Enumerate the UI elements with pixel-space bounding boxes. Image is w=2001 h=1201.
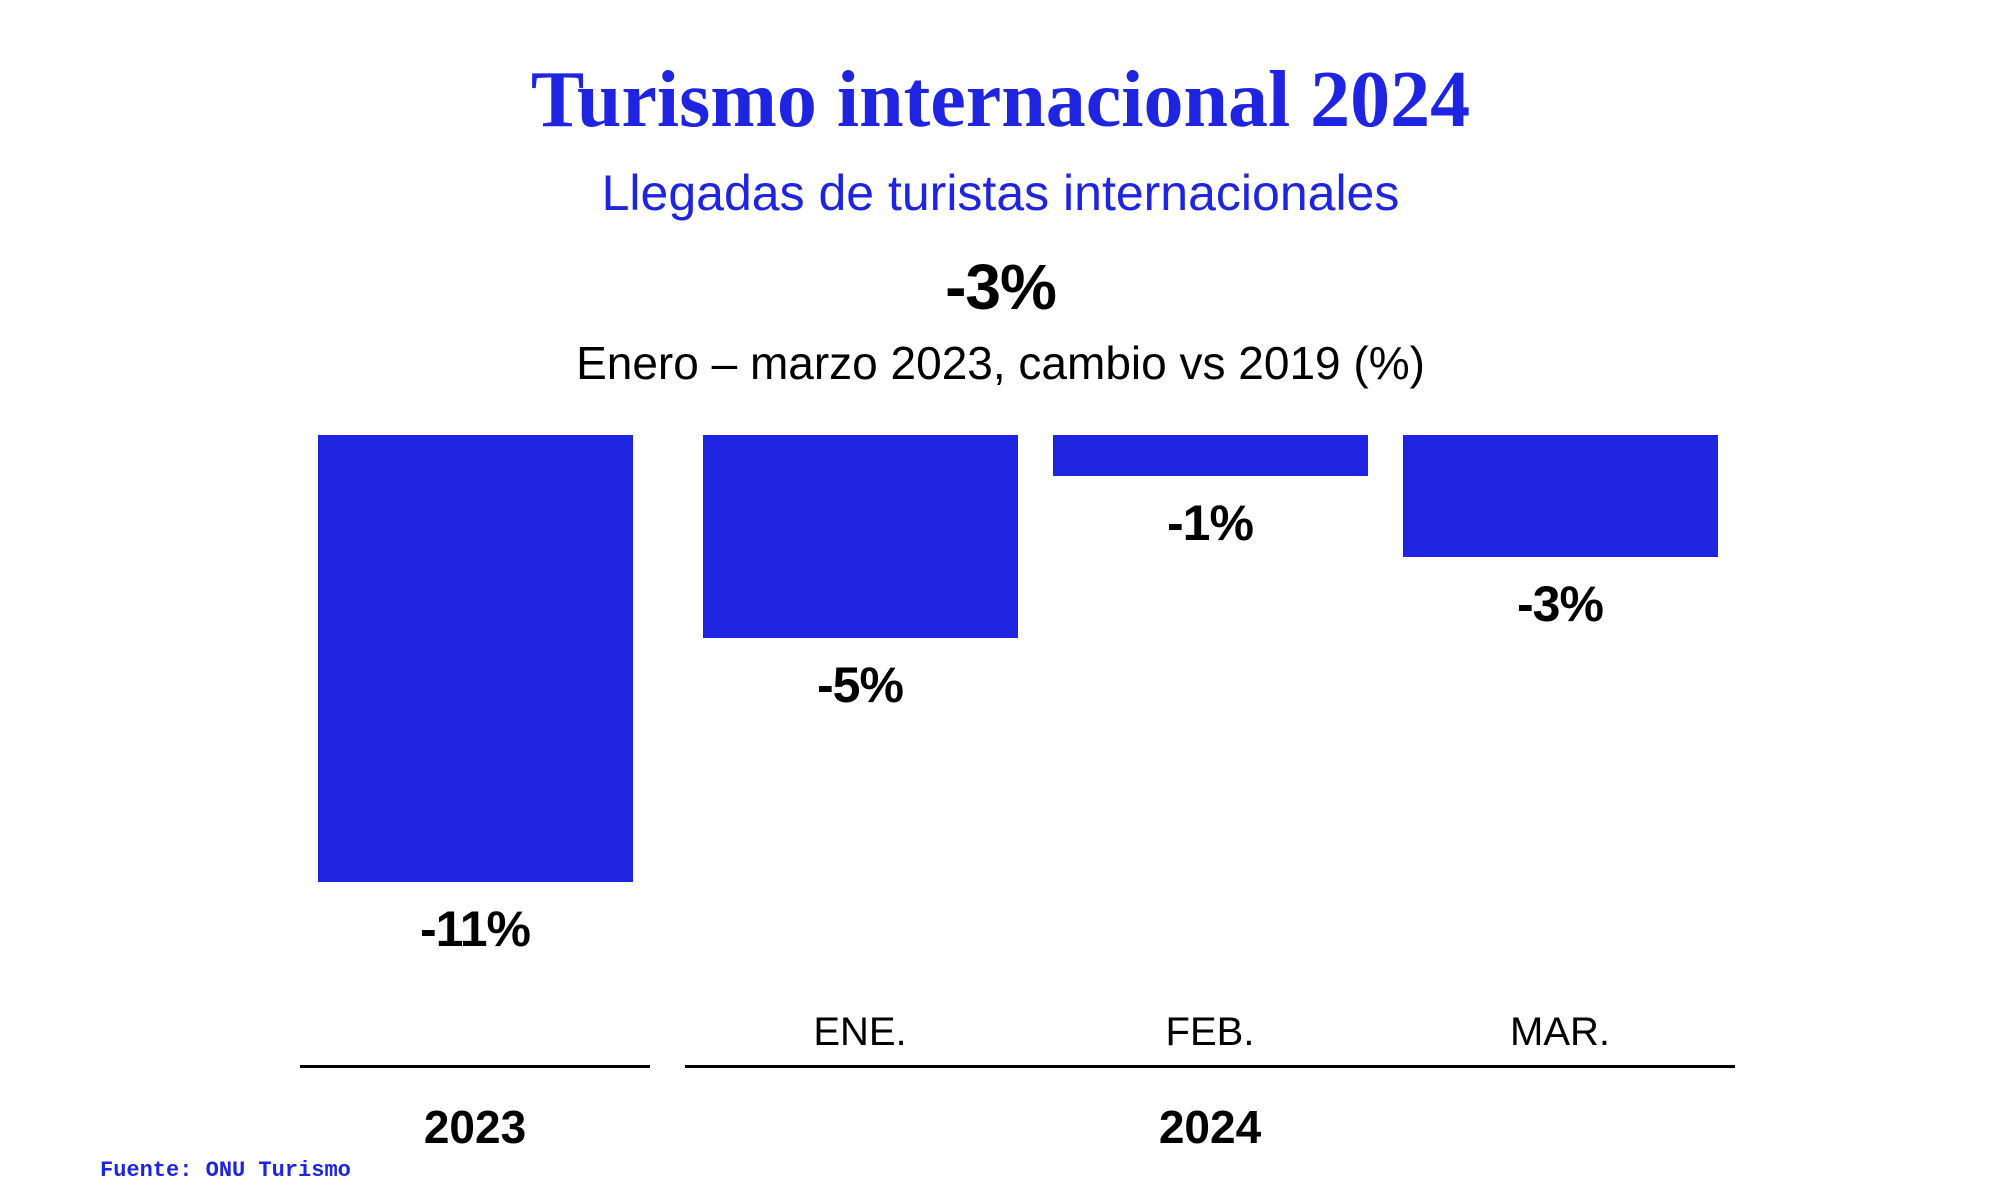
group-rule <box>300 1065 650 1068</box>
source-prefix: Fuente: <box>100 1158 206 1183</box>
year-label: 2023 <box>300 1100 650 1154</box>
page: Turismo internacional 2024 Llegadas de t… <box>0 0 2001 1201</box>
bar-value-label: -11% <box>300 900 650 958</box>
month-label: FEB. <box>1035 1010 1385 1055</box>
month-label: MAR. <box>1385 1010 1735 1055</box>
year-label: 2024 <box>685 1100 1735 1154</box>
source-name: ONU Turismo <box>206 1158 351 1183</box>
bar <box>1053 435 1368 476</box>
bar-value-label: -3% <box>1385 575 1735 633</box>
bar-value-label: -5% <box>685 656 1035 714</box>
source-credit: Fuente: ONU Turismo <box>100 1158 351 1183</box>
bar-chart: -11%-5%ENE.-1%FEB.-3%MAR.20232024 <box>300 0 1700 1200</box>
bar <box>1403 435 1718 557</box>
bar-value-label: -1% <box>1035 494 1385 552</box>
bar <box>318 435 633 882</box>
bar <box>703 435 1018 638</box>
month-label: ENE. <box>685 1010 1035 1055</box>
group-rule <box>685 1065 1735 1068</box>
